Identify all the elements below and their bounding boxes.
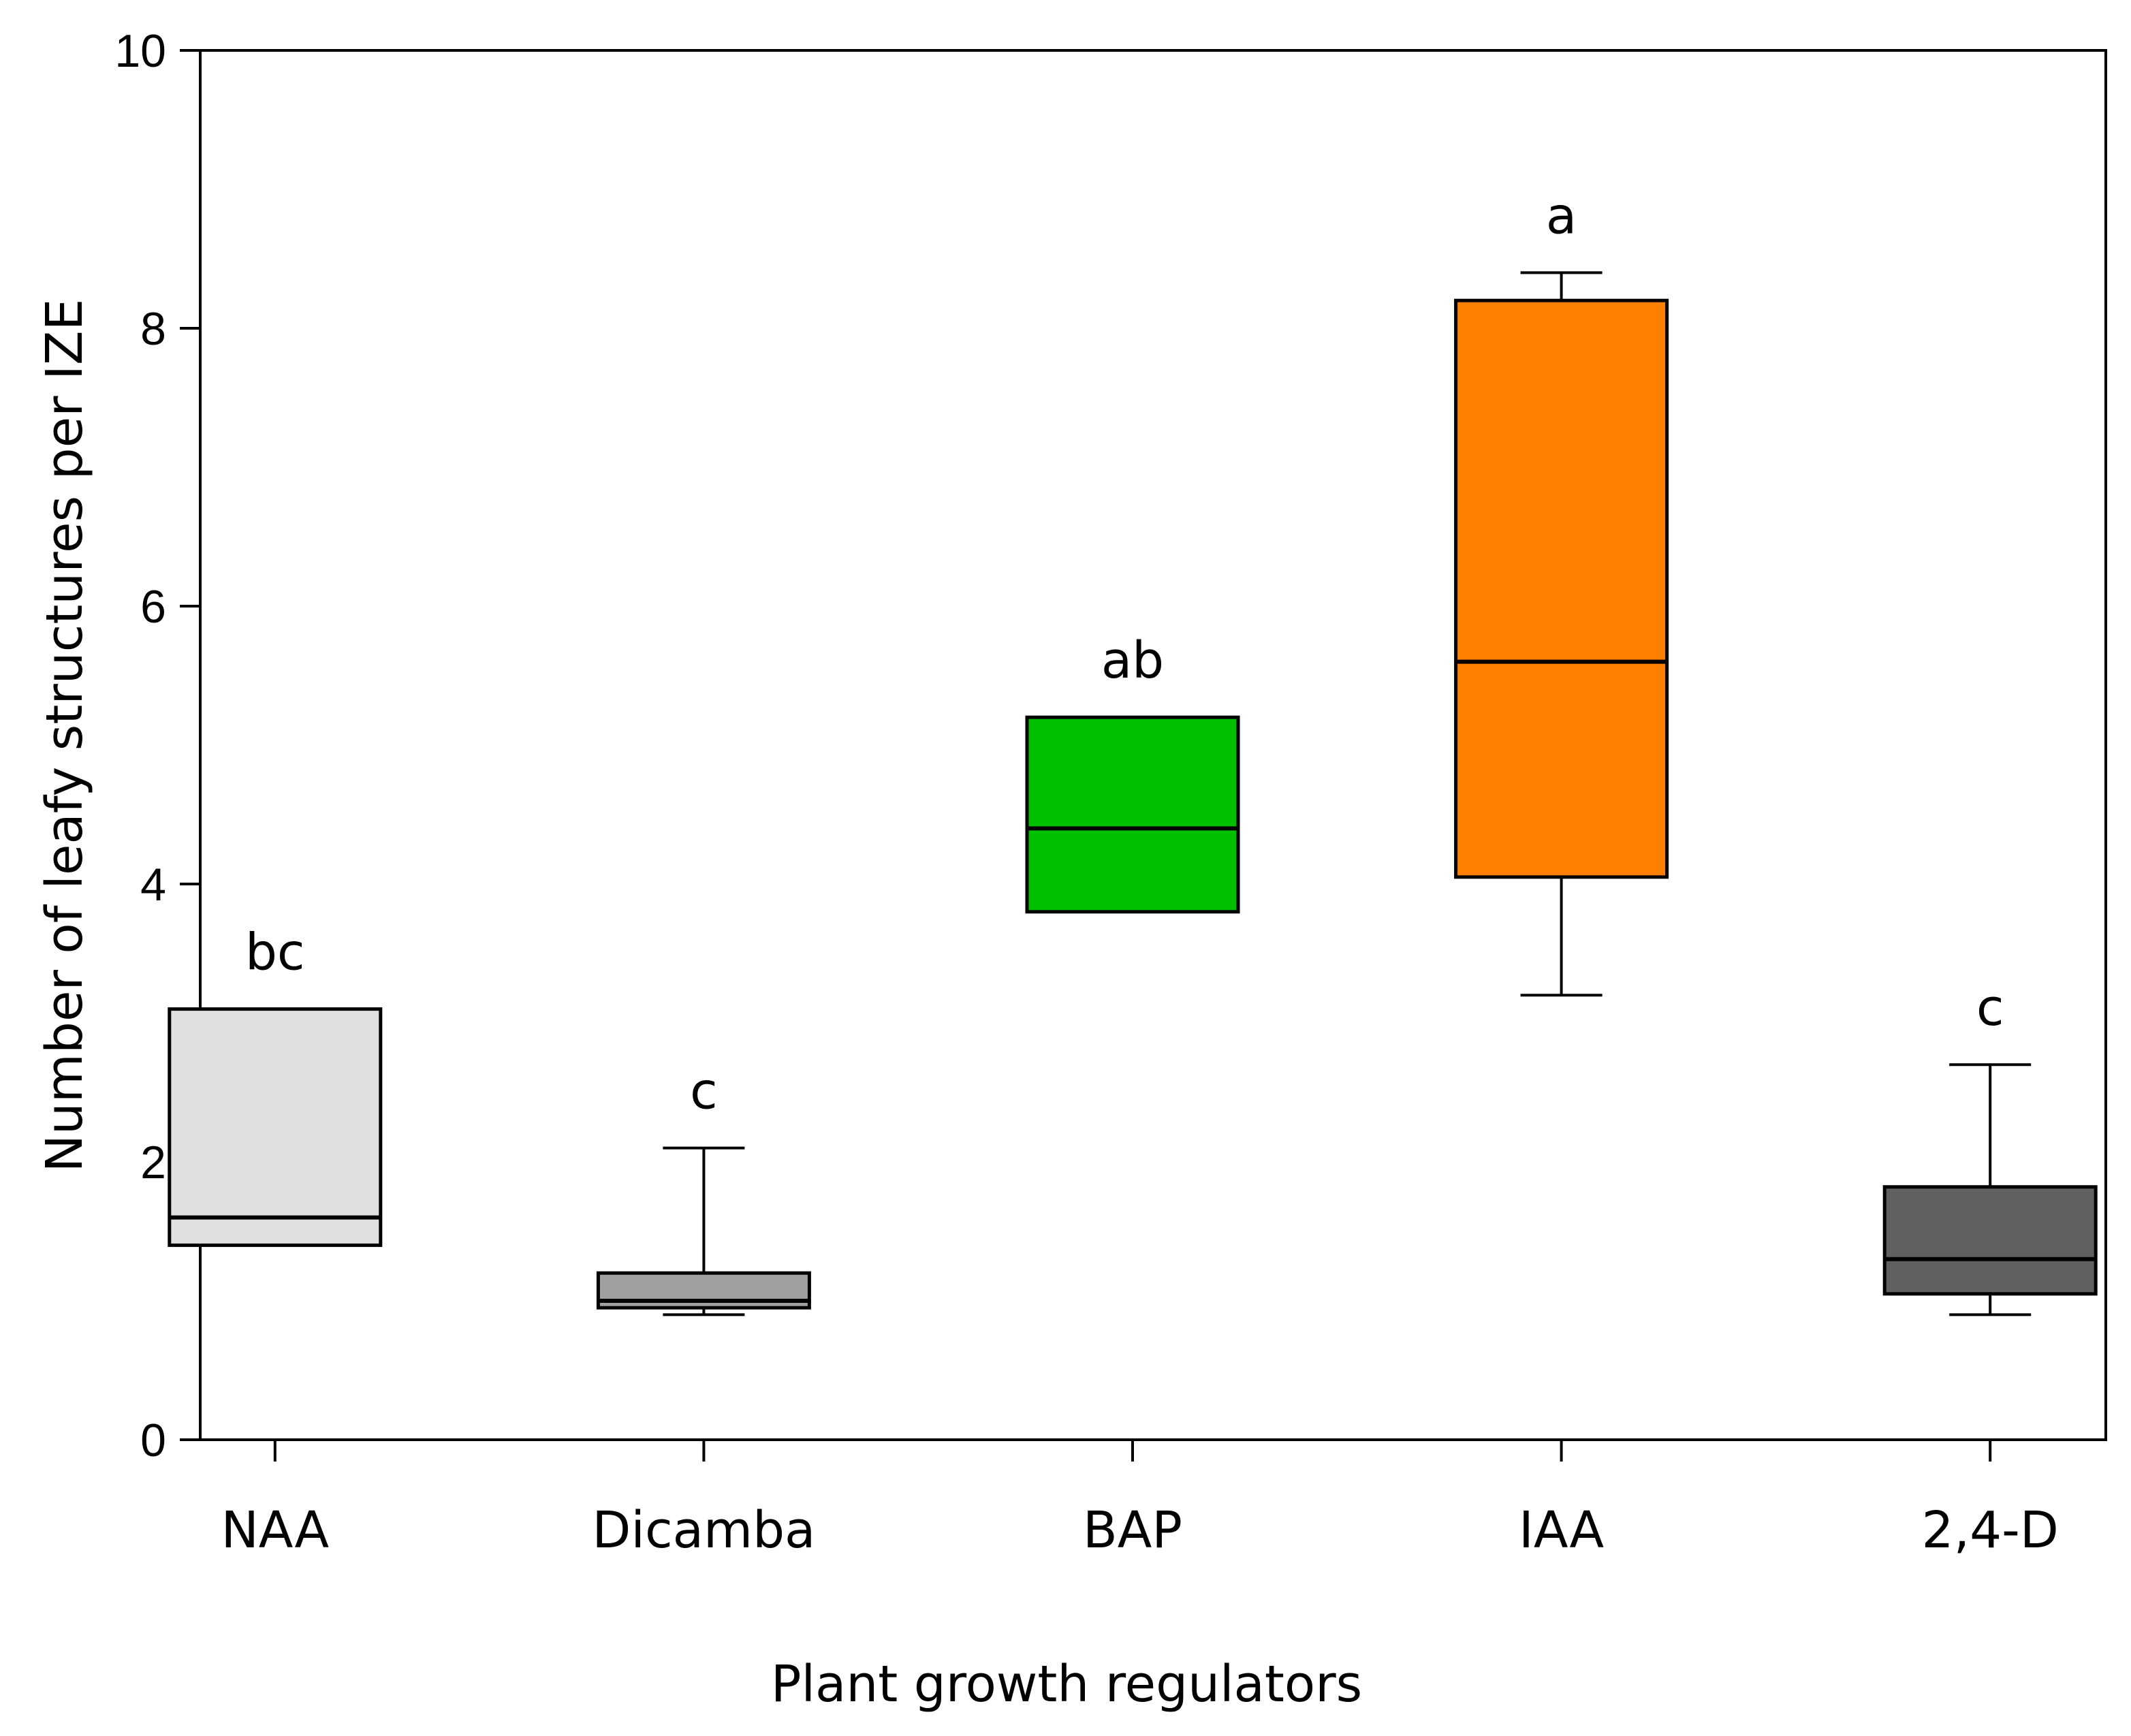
box-BAP: ab bbox=[1025, 631, 1240, 914]
x-category-label: BAP bbox=[1083, 1501, 1182, 1560]
y-tick-label: 6 bbox=[140, 581, 166, 633]
box-2,4-D: c bbox=[1882, 979, 2098, 1316]
significance-label: a bbox=[1546, 187, 1577, 245]
box-rect bbox=[1882, 1185, 2098, 1296]
box-Dicamba: c bbox=[596, 1062, 811, 1316]
x-axis: NAA Dicamba BAP IAA 2,4-D bbox=[221, 1440, 2059, 1560]
significance-label: c bbox=[690, 1062, 718, 1121]
y-tick-label: 0 bbox=[140, 1415, 166, 1466]
boxes: bc c ab a c bbox=[168, 187, 2098, 1316]
x-axis-title: Plant growth regulators bbox=[771, 1655, 1362, 1714]
y-axis-title: Number of leafy structures per IZE bbox=[35, 299, 94, 1173]
x-category-label: IAA bbox=[1519, 1501, 1605, 1560]
x-category-label: NAA bbox=[221, 1501, 329, 1560]
y-tick-label: 4 bbox=[140, 859, 166, 911]
x-category-label: 2,4-D bbox=[1922, 1501, 2059, 1560]
significance-label: bc bbox=[245, 924, 305, 982]
plot-border bbox=[199, 49, 2107, 1441]
y-tick-label: 2 bbox=[140, 1137, 166, 1188]
plot-frame bbox=[199, 49, 2107, 1441]
significance-label: c bbox=[1976, 979, 2004, 1037]
x-category-label: Dicamba bbox=[592, 1501, 815, 1560]
box-rect bbox=[1454, 298, 1669, 879]
significance-label: ab bbox=[1101, 631, 1164, 690]
box-rect bbox=[168, 1007, 383, 1247]
y-tick-label: 10 bbox=[114, 25, 166, 77]
y-tick-label: 8 bbox=[140, 303, 166, 355]
y-axis: 0 2 4 6 8 10 bbox=[114, 25, 200, 1466]
box-NAA: bc bbox=[168, 924, 383, 1247]
box-IAA: a bbox=[1454, 187, 1669, 997]
box-rect bbox=[1025, 715, 1240, 914]
